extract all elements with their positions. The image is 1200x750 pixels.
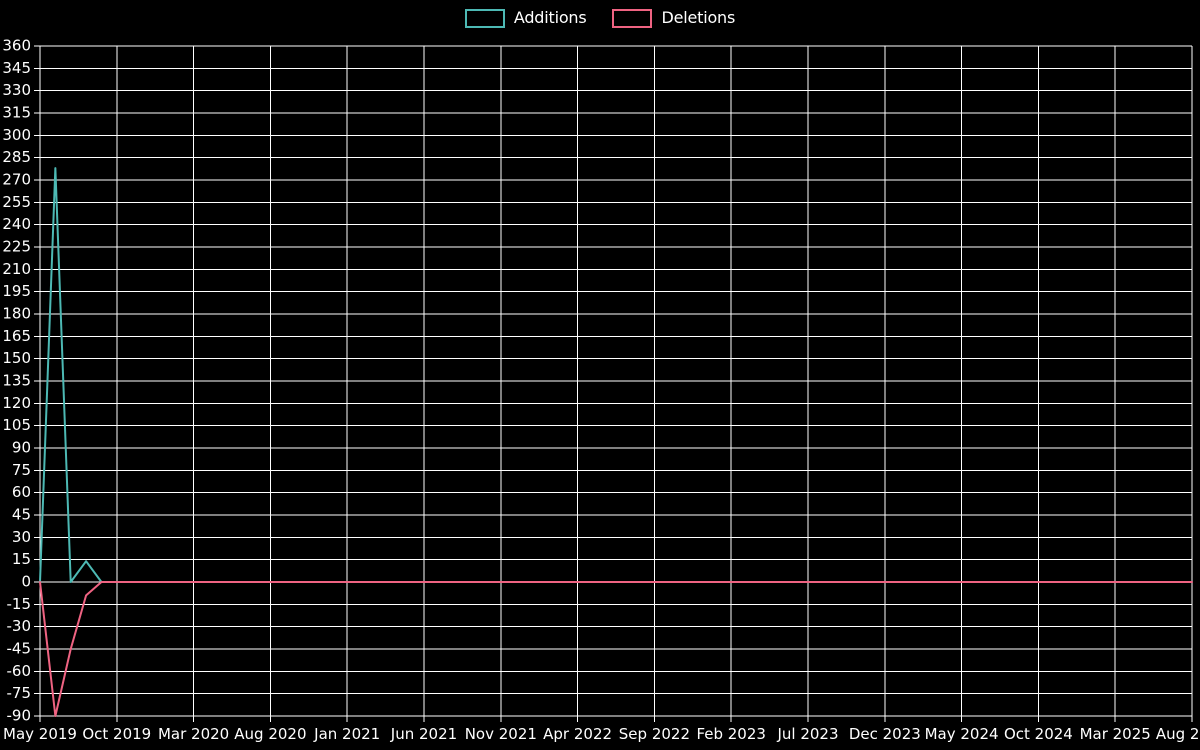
x-axis-tick-label: May 2019 [3, 725, 77, 743]
y-axis-tick-label: -15 [7, 595, 32, 613]
y-axis-tick-label: -30 [7, 617, 32, 635]
y-axis-tick-label: 360 [2, 37, 31, 55]
y-axis-tick-label: 285 [2, 148, 31, 166]
x-axis-tick-label: Jan 2021 [313, 725, 380, 743]
x-axis-tick-label: Sep 2022 [619, 725, 690, 743]
y-axis-tick-label: 45 [12, 506, 31, 524]
chart-legend: Additions Deletions [0, 0, 1200, 36]
y-axis-tick-label: 150 [2, 349, 31, 367]
y-axis-tick-label: 165 [2, 327, 31, 345]
series-line-additions [39, 167, 1193, 583]
x-axis-tick-label: Oct 2024 [1004, 725, 1073, 743]
y-axis-tick-label: 315 [2, 104, 31, 122]
x-axis-tick-label: Dec 2023 [849, 725, 921, 743]
series-line-deletions [39, 581, 1193, 717]
legend-label-deletions: Deletions [661, 8, 736, 27]
x-axis-group: May 2019 Oct 2019 Mar 2020 Aug 2020 Jan 2021… [3, 716, 1200, 743]
y-axis-tick-label: -45 [7, 640, 32, 658]
legend-swatch-additions [464, 8, 505, 28]
y-axis-tick-label: 105 [2, 416, 31, 434]
y-axis-tick-label: -75 [7, 684, 32, 702]
legend-item-deletions[interactable]: Deletions [612, 8, 736, 28]
y-axis-tick-label: 330 [2, 81, 31, 99]
y-axis-tick-label: 120 [2, 394, 31, 412]
x-axis-tick-label: Apr 2022 [543, 725, 612, 743]
legend-item-additions[interactable]: Additions [464, 8, 587, 28]
x-axis-tick-label: May 2024 [925, 725, 999, 743]
y-axis-tick-label: 180 [2, 305, 31, 323]
x-axis-tick-label: Mar 2025 [1080, 725, 1151, 743]
x-axis-tick-label: Aug 2025 [1156, 725, 1200, 743]
y-axis-tick-label: 60 [12, 483, 31, 501]
y-axis-tick-label: 270 [2, 171, 31, 189]
y-axis-tick-label: 15 [12, 550, 31, 568]
series-group [39, 167, 1193, 717]
y-axis-tick-label: 30 [12, 528, 31, 546]
y-axis-tick-label: 225 [2, 238, 31, 256]
y-axis-tick-label: 0 [21, 573, 31, 591]
y-axis-tick-label: 300 [2, 126, 31, 144]
y-axis-tick-label: 240 [2, 215, 31, 233]
x-axis-tick-label: Feb 2023 [696, 725, 766, 743]
gridlines-group [39, 45, 1193, 717]
x-axis-tick-label: Mar 2020 [158, 725, 229, 743]
y-axis-tick-label: 255 [2, 193, 31, 211]
x-axis-tick-label: Jun 2021 [390, 725, 457, 743]
x-axis-tick-label: Aug 2020 [234, 725, 306, 743]
x-axis-tick-label: Nov 2021 [465, 725, 537, 743]
legend-label-additions: Additions [513, 8, 587, 27]
y-axis-group: 3603453303153002852702552402252101951801… [2, 37, 40, 725]
x-axis-tick-label: Oct 2019 [82, 725, 151, 743]
y-axis-tick-label: 90 [12, 439, 31, 457]
y-axis-tick-label: 135 [2, 372, 31, 390]
y-axis-tick-label: -60 [7, 662, 32, 680]
y-axis-tick-label: 210 [2, 260, 31, 278]
legend-swatch-deletions [612, 8, 653, 28]
y-axis-tick-label: 195 [2, 282, 31, 300]
y-axis-tick-label: 75 [12, 461, 31, 479]
y-axis-tick-label: -90 [7, 707, 32, 725]
y-axis-tick-label: 345 [2, 59, 31, 77]
x-axis-tick-label: Jul 2023 [776, 725, 838, 743]
